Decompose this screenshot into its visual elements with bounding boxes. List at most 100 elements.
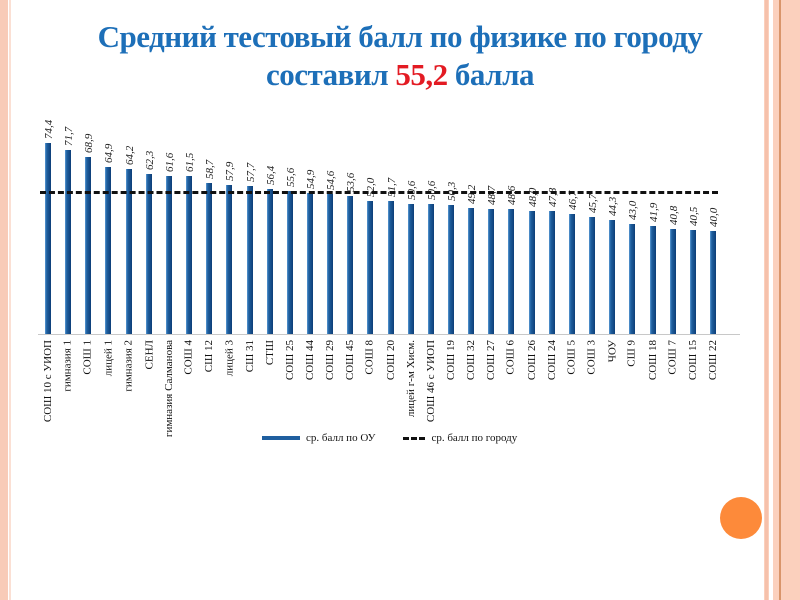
x-category-label: СОШ 25 <box>283 340 296 381</box>
x-category-label: СОШ 26 <box>525 340 538 381</box>
bar <box>286 191 293 334</box>
x-category-label: лицей г-м Хисм. <box>404 340 417 418</box>
x-category-label: СОШ 44 <box>304 340 317 381</box>
bar-value-label: 40,8 <box>667 206 680 226</box>
x-category-label: СОШ 3 <box>585 340 598 375</box>
bar <box>246 185 253 334</box>
bar <box>45 143 51 334</box>
x-category-label: СОШ 45 <box>344 340 357 381</box>
bar <box>125 169 132 334</box>
bar <box>65 149 72 334</box>
chart-legend: ср. балл по ОУ ср. балл по городу <box>262 432 517 444</box>
bar <box>367 200 374 334</box>
slide-left-border-inner <box>9 0 11 600</box>
bar-value-label: 53,6 <box>345 173 358 193</box>
bar-value-label: 64,2 <box>123 145 136 166</box>
title-line-1: Средний тестовый балл по физике по город… <box>97 19 703 54</box>
bar <box>407 204 414 334</box>
x-axis <box>38 334 740 335</box>
bar <box>387 201 394 334</box>
bar-value-label: 55,6 <box>284 168 297 188</box>
bar-value-label: 40,0 <box>707 208 720 228</box>
city-average-line <box>40 191 718 195</box>
x-category-label: СОШ 20 <box>384 340 397 381</box>
x-category-label: СОШ 32 <box>465 340 478 381</box>
bar-value-label: 56,4 <box>264 165 277 186</box>
slide-right-stripe <box>779 0 781 600</box>
x-category-label: СОШ 5 <box>565 340 578 375</box>
bar <box>589 216 596 334</box>
bar-value-label: 71,7 <box>63 126 76 146</box>
x-category-label: гимназия 1 <box>61 340 74 392</box>
x-category-label: гимназия Салманова <box>162 340 175 438</box>
x-category-label: СОШ 27 <box>485 340 498 381</box>
bar-value-label: 58,7 <box>204 160 217 180</box>
bar-value-label: 74,4 <box>43 119 55 139</box>
x-category-label: СОШ 6 <box>505 340 518 375</box>
legend-avg-label: ср. балл по городу <box>431 432 518 444</box>
x-category-label: СШ 31 <box>243 340 256 373</box>
bar-value-label: 40,5 <box>687 206 700 227</box>
bar <box>568 214 575 334</box>
bar-value-label: 48,6 <box>506 185 519 206</box>
city-average-value: 55,2 <box>395 57 448 92</box>
bar-value-label: 54,9 <box>304 169 317 190</box>
x-category-label: ЧОУ <box>606 340 619 363</box>
bar-value-label: 54,6 <box>325 170 338 190</box>
bar <box>609 220 616 334</box>
slide-left-border <box>0 0 8 600</box>
decorative-orange-circle <box>720 497 762 539</box>
bar-value-label: 51,7 <box>385 178 398 198</box>
slide-right-stripe <box>769 0 773 600</box>
bar-value-label: 68,9 <box>83 133 96 154</box>
bar <box>206 183 213 334</box>
bar-value-label: 41,9 <box>647 203 660 223</box>
legend-series-label: ср. балл по ОУ <box>306 432 376 444</box>
bar <box>226 185 233 334</box>
bar <box>85 157 92 334</box>
x-category-label: СОШ 24 <box>545 340 558 381</box>
x-category-label: СОШ 4 <box>182 340 195 375</box>
slide-right-stripe <box>765 0 768 600</box>
bar <box>347 196 354 334</box>
bar <box>669 229 676 334</box>
bar-value-label: 61,6 <box>163 152 176 172</box>
bar-value-label: 44,3 <box>607 197 620 217</box>
bar <box>105 167 112 334</box>
x-category-label: СОШ 15 <box>686 340 699 381</box>
bar-value-label: 62,3 <box>143 150 156 171</box>
x-category-label: лицей 3 <box>223 340 236 377</box>
slide-title: Средний тестовый балл по физике по город… <box>60 18 740 94</box>
bar-value-label: 57,9 <box>224 162 237 182</box>
bar-value-label: 45,7 <box>587 193 600 213</box>
x-category-label: СОШ 22 <box>707 340 720 381</box>
x-category-label: СОШ 10 с УИОП <box>42 340 55 423</box>
bar-value-label: 48,7 <box>486 185 499 205</box>
bar <box>327 193 334 334</box>
x-category-label: СОШ 8 <box>364 340 377 375</box>
bar <box>448 204 454 334</box>
bar <box>145 174 152 334</box>
bar <box>186 176 193 334</box>
x-category-label: СТШ <box>263 340 276 366</box>
x-category-label: СЕНЛ <box>143 340 156 370</box>
bar <box>165 175 172 334</box>
bar <box>528 210 535 334</box>
legend-bar-swatch <box>262 436 300 440</box>
x-category-label: СШ 12 <box>203 340 216 373</box>
bar <box>468 207 475 334</box>
bar-value-label: 43,0 <box>627 200 640 220</box>
title-line-2: составил 55,2 балла <box>266 57 534 92</box>
bar <box>709 231 716 334</box>
bar <box>689 230 696 334</box>
x-category-label: лицей 1 <box>102 340 115 377</box>
x-category-label: СОШ 29 <box>324 340 337 381</box>
bar <box>548 211 555 334</box>
x-category-label: СОШ 18 <box>646 340 659 381</box>
x-category-label: СОШ 7 <box>666 340 679 375</box>
bar <box>649 226 656 334</box>
bar <box>629 223 636 334</box>
x-category-label: СШ 9 <box>626 340 639 367</box>
bar <box>306 193 313 334</box>
